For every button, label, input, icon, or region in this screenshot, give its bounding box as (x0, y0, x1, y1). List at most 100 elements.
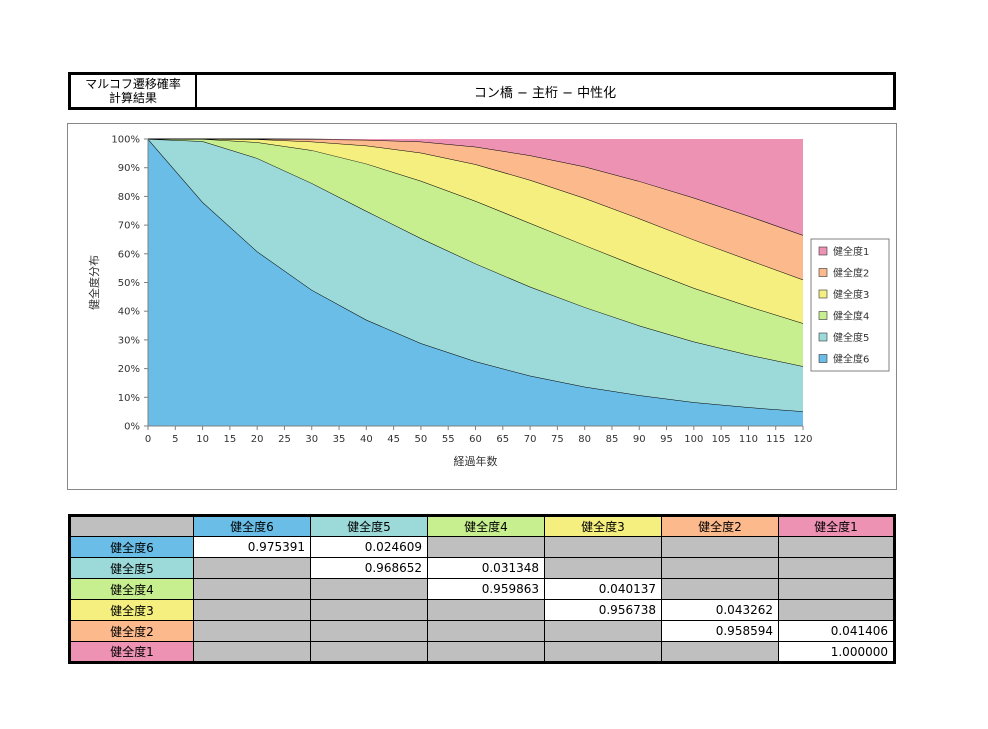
matrix-row-header: 健全度6 (69, 536, 194, 558)
matrix-cell: 0.031348 (427, 557, 545, 579)
matrix-cell (427, 641, 545, 663)
legend-box (810, 238, 890, 372)
x-tick-label: 15 (224, 434, 237, 445)
legend-swatch (818, 311, 828, 320)
y-tick-label: 0% (124, 422, 140, 433)
legend-entry-label: 健全度6 (833, 353, 869, 366)
matrix-column-header: 健全度2 (661, 515, 779, 537)
x-tick-label: 50 (415, 434, 428, 445)
matrix-cell (661, 641, 779, 663)
matrix-cell (310, 599, 428, 621)
matrix-cell (193, 557, 311, 579)
x-tick-label: 110 (739, 434, 758, 445)
matrix-cell (544, 641, 662, 663)
x-tick-label: 45 (387, 434, 400, 445)
chart-frame: 0% 10% 20% 30% 40% 50% 60% 70% 80% 90% 100% 0 5 10 15 2… (67, 123, 897, 490)
matrix-column-header: 健全度5 (310, 515, 428, 537)
x-tick-label: 55 (442, 434, 455, 445)
matrix-cell (427, 599, 545, 621)
x-tick-label: 95 (660, 434, 673, 445)
matrix-cell: 0.959863 (427, 578, 545, 600)
y-tick-label: 50% (118, 278, 140, 289)
y-tick-label: 20% (118, 364, 140, 375)
matrix-header-row: 健全度6 健全度5 健全度4 健全度3 健全度2 健全度1 (69, 515, 895, 537)
matrix-cell (544, 557, 662, 579)
legend-swatch (818, 268, 828, 277)
y-tick-label: 40% (118, 307, 140, 318)
matrix-row-header: 健全度4 (69, 578, 194, 600)
y-tick-label: 100% (111, 135, 140, 146)
matrix-cell (544, 620, 662, 642)
matrix-row: 健全度4 0.959863 0.040137 (69, 578, 895, 600)
legend-entry-label: 健全度5 (833, 331, 869, 344)
legend-swatch (818, 246, 828, 256)
x-tick-label: 30 (305, 434, 318, 445)
matrix-cell (193, 578, 311, 600)
x-tick-label: 85 (606, 434, 619, 445)
matrix-cell (310, 620, 428, 642)
matrix-cell (661, 578, 779, 600)
legend-entry-label: 健全度1 (833, 245, 869, 258)
x-tick-label: 5 (172, 434, 178, 445)
area-健全度1 (148, 139, 803, 236)
header-box: マルコフ遷移確率 計算結果 コン橋 − 主桁 − 中性化 (68, 72, 896, 110)
header-label: マルコフ遷移確率 計算結果 (71, 75, 197, 107)
matrix-cell: 0.968652 (310, 557, 428, 579)
legend-swatch (818, 354, 828, 363)
x-tick-label: 65 (496, 434, 509, 445)
x-tick-label: 0 (145, 434, 151, 445)
x-axis-title: 経過年数 (454, 454, 498, 468)
x-tick-label: 105 (712, 434, 731, 445)
health-distribution-chart: 0% 10% 20% 30% 40% 50% 60% 70% 80% 90% 100% 0 5 10 15 2… (87, 135, 890, 468)
x-tick-label: 20 (251, 434, 264, 445)
matrix-cell: 0.956738 (544, 599, 662, 621)
matrix-cell (778, 578, 895, 600)
matrix-column-header: 健全度3 (544, 515, 662, 537)
x-tick-label: 10 (196, 434, 209, 445)
x-tick-label: 120 (793, 434, 812, 445)
transition-matrix: 健全度6 健全度5 健全度4 健全度3 健全度2 健全度1 健全度6 0.975391 0.02… (68, 514, 896, 664)
y-tick-label: 90% (118, 163, 140, 174)
area-健全度6 (148, 139, 803, 426)
legend-swatch (818, 289, 828, 299)
x-tick-label: 70 (524, 434, 537, 445)
matrix-cell (778, 599, 895, 621)
area-健全度5 (148, 139, 803, 412)
legend-entry-label: 健全度4 (833, 310, 869, 323)
x-tick-label: 80 (578, 434, 591, 445)
y-axis-title: 健全度分布 (87, 255, 101, 310)
area-健全度2 (148, 139, 803, 280)
matrix-row-header: 健全度5 (69, 557, 194, 579)
x-tick-label: 40 (360, 434, 373, 445)
x-tick-label: 90 (633, 434, 646, 445)
matrix-cell (544, 536, 662, 558)
area-健全度4 (148, 139, 803, 367)
x-tick-label: 75 (551, 434, 564, 445)
matrix-cell: 0.041406 (778, 620, 895, 642)
y-tick-label: 30% (118, 335, 140, 346)
y-tick-label: 60% (118, 249, 140, 260)
matrix-cell (778, 557, 895, 579)
y-tick-label: 10% (118, 393, 140, 404)
x-tick-label: 115 (766, 434, 785, 445)
matrix-row: 健全度5 0.968652 0.031348 (69, 557, 895, 579)
matrix-cell: 0.958594 (661, 620, 779, 642)
matrix-corner-cell (69, 515, 194, 537)
y-tick-label: 70% (118, 221, 140, 232)
matrix-row: 健全度2 0.958594 0.041406 (69, 620, 895, 642)
matrix-cell (193, 599, 311, 621)
area-健全度3 (148, 139, 803, 324)
matrix-column-header: 健全度6 (193, 515, 311, 537)
matrix-cell: 0.040137 (544, 578, 662, 600)
x-tick-label: 35 (333, 434, 346, 445)
header-label-line2: 計算結果 (108, 91, 157, 105)
x-tick-label: 100 (684, 434, 703, 445)
matrix-cell (427, 620, 545, 642)
matrix-cell: 0.024609 (310, 536, 428, 558)
matrix-row: 健全度3 0.956738 0.043262 (69, 599, 895, 621)
matrix-cell (661, 536, 779, 558)
legend-entry-label: 健全度3 (833, 288, 869, 301)
chart-title: コン橋 − 主桁 − 中性化 (473, 85, 617, 101)
matrix-row-header: 健全度3 (69, 599, 194, 621)
matrix-cell: 0.975391 (193, 536, 311, 558)
